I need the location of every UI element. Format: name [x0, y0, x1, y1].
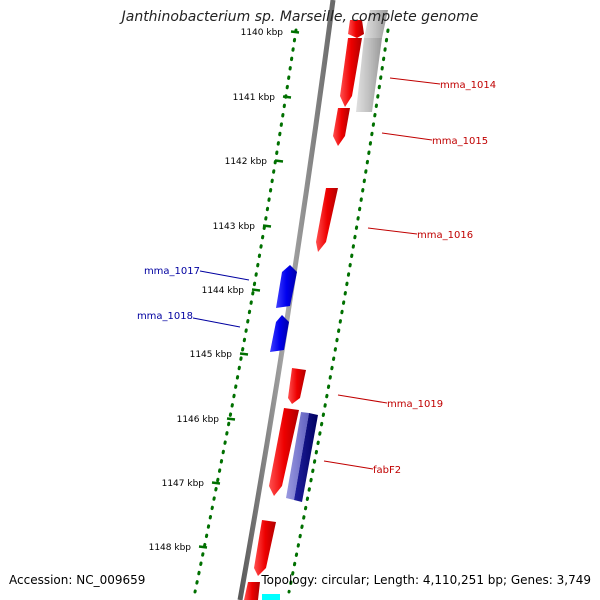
genome-title: Janthinobacterium sp. Marseille, complet…: [121, 9, 479, 25]
gene-label-mma-1015[interactable]: mma_1015: [432, 136, 488, 147]
major-ticks: [198, 30, 300, 549]
gene-arrow-bottom-1: [254, 520, 276, 576]
tick-labels: 1140 kbp 1141 kbp 1142 kbp 1143 kbp 1144 kbp…: [149, 28, 284, 553]
gene-arrow-mma-1018: [270, 315, 289, 352]
kbp-tick-label: 1142 kbp: [225, 157, 268, 167]
kbp-tick-label: 1144 kbp: [202, 286, 245, 296]
major-tick-mark: [282, 95, 292, 99]
gene-label-fabf2[interactable]: fabF2: [373, 465, 401, 476]
kbp-tick-label: 1141 kbp: [233, 93, 276, 103]
gene-arrow-mma-1016: [316, 188, 338, 252]
major-tick-mark: [274, 159, 284, 163]
gene-arrow-mma-1019: [288, 368, 306, 404]
gene-arrow-mma-1015: [333, 108, 350, 146]
gene-arrow-mma-1014-rna: [356, 38, 382, 112]
gene-label-mma-1019[interactable]: mma_1019: [387, 399, 443, 410]
kbp-tick-label: 1147 kbp: [162, 479, 205, 489]
feature-bottom-cyan: [262, 594, 280, 600]
gene-arrow-top-gray: [364, 10, 388, 38]
kbp-tick-label: 1146 kbp: [177, 415, 220, 425]
gene-label-mma-1014[interactable]: mma_1014: [440, 80, 496, 91]
gene-arrow-fabF2: [269, 408, 299, 496]
gene-labels: mma_1014 mma_1015 mma_1016 mma_1017 mma_1018…: [137, 80, 496, 476]
feature-fabF2-navy: [294, 413, 318, 502]
feature-fabF2-lavender: [286, 412, 309, 500]
accession-text: Accession: NC_009659: [9, 573, 146, 587]
major-tick-mark: [226, 417, 236, 421]
major-tick-mark: [211, 481, 221, 485]
label-leader-lines: [192, 77, 441, 470]
tick-ruler-inner: [193, 28, 298, 594]
major-tick-mark: [198, 545, 208, 549]
gene-arrow-mma-1017: [276, 265, 297, 308]
gene-label-mma-1018[interactable]: mma_1018: [137, 311, 193, 322]
major-tick-mark: [290, 30, 300, 34]
topology-summary-text: Topology: circular; Length: 4,110,251 bp…: [261, 573, 591, 587]
gene-features: [244, 10, 388, 600]
major-tick-mark: [262, 224, 272, 228]
gene-label-mma-1016[interactable]: mma_1016: [417, 230, 473, 241]
major-tick-mark: [251, 288, 261, 292]
kbp-tick-label: 1143 kbp: [213, 222, 256, 232]
gene-arrow-bottom-2: [244, 582, 260, 600]
kbp-tick-label: 1140 kbp: [241, 28, 284, 38]
tick-ruler-outer: [287, 28, 390, 594]
gene-label-mma-1017[interactable]: mma_1017: [144, 266, 200, 277]
major-tick-mark: [239, 352, 249, 356]
gene-arrow-mma-1014: [340, 38, 362, 107]
kbp-tick-label: 1145 kbp: [190, 350, 233, 360]
kbp-tick-label: 1148 kbp: [149, 543, 192, 553]
gene-arrow-top-forward: [348, 20, 364, 38]
